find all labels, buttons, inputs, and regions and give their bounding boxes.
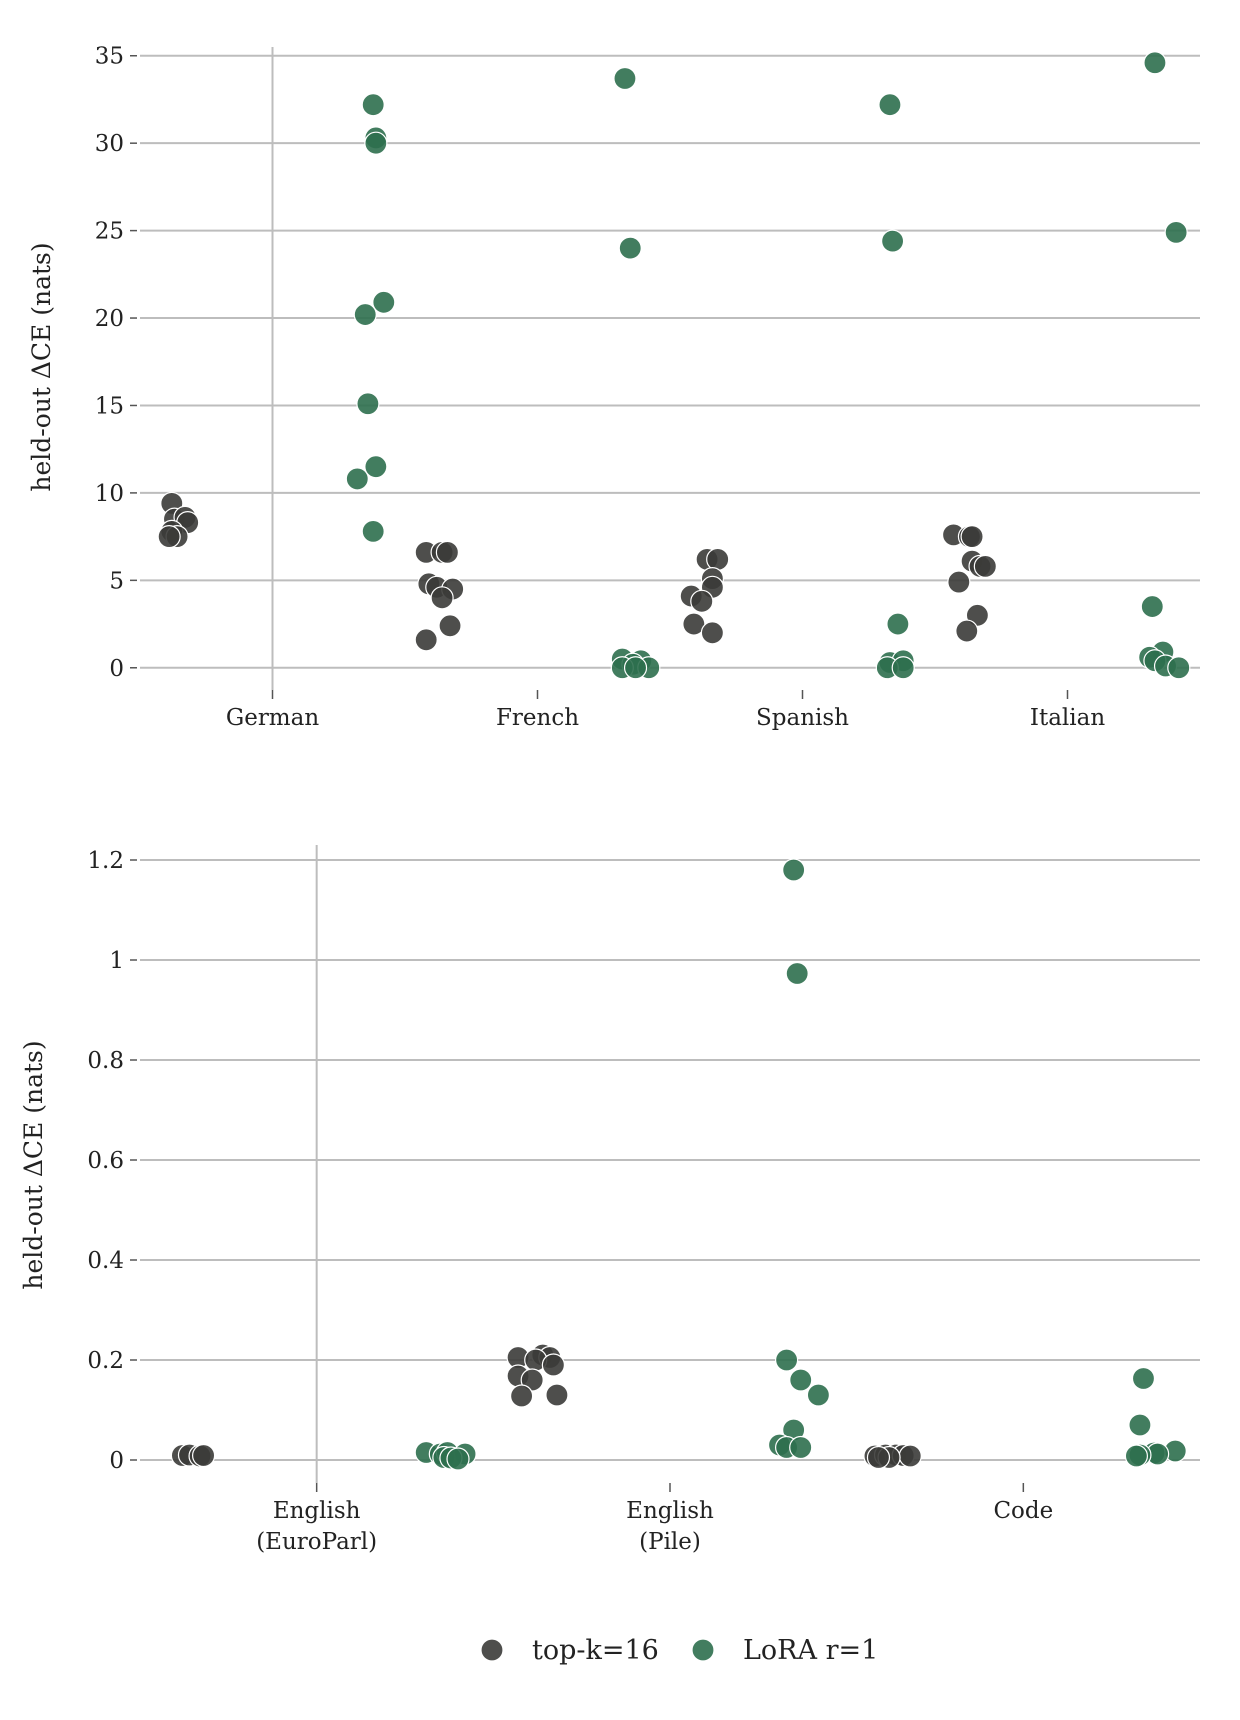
data-point-lora [364,131,388,155]
bottom-panel-english-code-chart: 0 0.2 0.4 0.6 0.8 1 1.2 English (EuroParl) Englis… [19,845,1200,1555]
data-point-lora [891,656,915,680]
data-point-topk [960,525,984,549]
x-tick-label: French [496,705,579,731]
data-point-lora [1164,220,1188,244]
legend-label-lora: LoRA r=1 [743,1635,878,1666]
data-point-lora [623,656,648,680]
data-point-lora [1167,656,1191,680]
y-tick-label: 0 [109,656,124,682]
data-point-topk [690,589,714,613]
y-tick-label: 0.6 [87,1148,124,1174]
data-point-topk [438,614,462,638]
data-point-lora [361,519,385,543]
y-tick-label: 1.2 [87,848,124,874]
data-point-lora [345,467,369,491]
data-point-lora [774,1348,799,1372]
y-tick-label: 35 [95,44,124,70]
data-point-lora [372,290,396,314]
data-point-topk [520,1368,544,1392]
data-point-lora [782,858,806,882]
legend-marker-topk [480,1638,504,1662]
legend-label-topk: top-k=16 [532,1635,659,1666]
data-point-lora [361,93,385,117]
data-point-lora [353,302,377,327]
data-point-topk [157,525,181,549]
data-point-lora [789,1368,813,1392]
legend: top-k=16 LoRA r=1 [480,1635,878,1666]
y-tick-label: 0 [109,1448,124,1474]
data-point-lora [618,236,642,260]
data-point-lora [1124,1444,1149,1468]
y-tick-label: 25 [95,219,124,245]
x-tick-label: (EuroParl) [256,1529,377,1555]
y-tick-label: 30 [95,131,124,157]
data-point-lora [364,455,388,479]
y-axis-label: held-out ΔCE (nats) [27,242,56,491]
data-point-topk [706,547,730,571]
data-point-topk [414,628,438,652]
y-tick-label: 20 [95,306,124,332]
data-point-topk [192,1443,216,1468]
data-point-topk [898,1444,922,1468]
y-tick-label: 0.2 [87,1348,124,1374]
data-point-topk [545,1383,569,1407]
y-tick-label: 5 [109,568,124,594]
x-tick-label: Code [993,1498,1053,1524]
data-point-lora [886,612,910,636]
data-point-topk [435,540,459,564]
data-point-lora [613,66,637,91]
data-point-topk [866,1445,891,1470]
x-tick-label: German [226,705,320,731]
data-point-topk [430,586,454,610]
y-tick-label: 1 [109,948,124,974]
top-panel-language-chart: 0 5 10 15 20 25 30 35 German French Spanish Italian… [27,44,1200,731]
data-point-topk [541,1353,566,1377]
y-tick-label: 10 [95,481,124,507]
y-tick-label: 0.4 [87,1248,124,1274]
data-point-lora [356,392,380,416]
data-point-topk [955,619,979,643]
data-point-topk [700,621,725,645]
data-point-topk [947,570,971,594]
legend-marker-lora [691,1638,715,1662]
data-point-lora [1140,594,1164,619]
data-point-lora [806,1383,831,1407]
x-tick-label: English [626,1498,714,1524]
y-tick-label: 0.8 [87,1048,124,1074]
data-point-lora [1128,1413,1152,1437]
data-point-topk [509,1384,534,1408]
data-point-lora [1131,1366,1156,1391]
data-point-lora [878,93,902,117]
x-tick-label: (Pile) [639,1529,701,1555]
x-tick-label: Italian [1030,705,1105,731]
data-point-lora [785,961,809,986]
y-axis-label: held-out ΔCE (nats) [19,1040,48,1289]
y-tick-label: 15 [95,393,124,419]
data-point-lora [446,1447,470,1471]
data-point-lora [1143,51,1167,75]
data-point-topk [973,554,997,578]
data-point-lora [880,229,905,253]
data-point-lora [789,1435,813,1460]
x-tick-label: English [273,1498,361,1524]
x-tick-label: Spanish [756,705,849,731]
